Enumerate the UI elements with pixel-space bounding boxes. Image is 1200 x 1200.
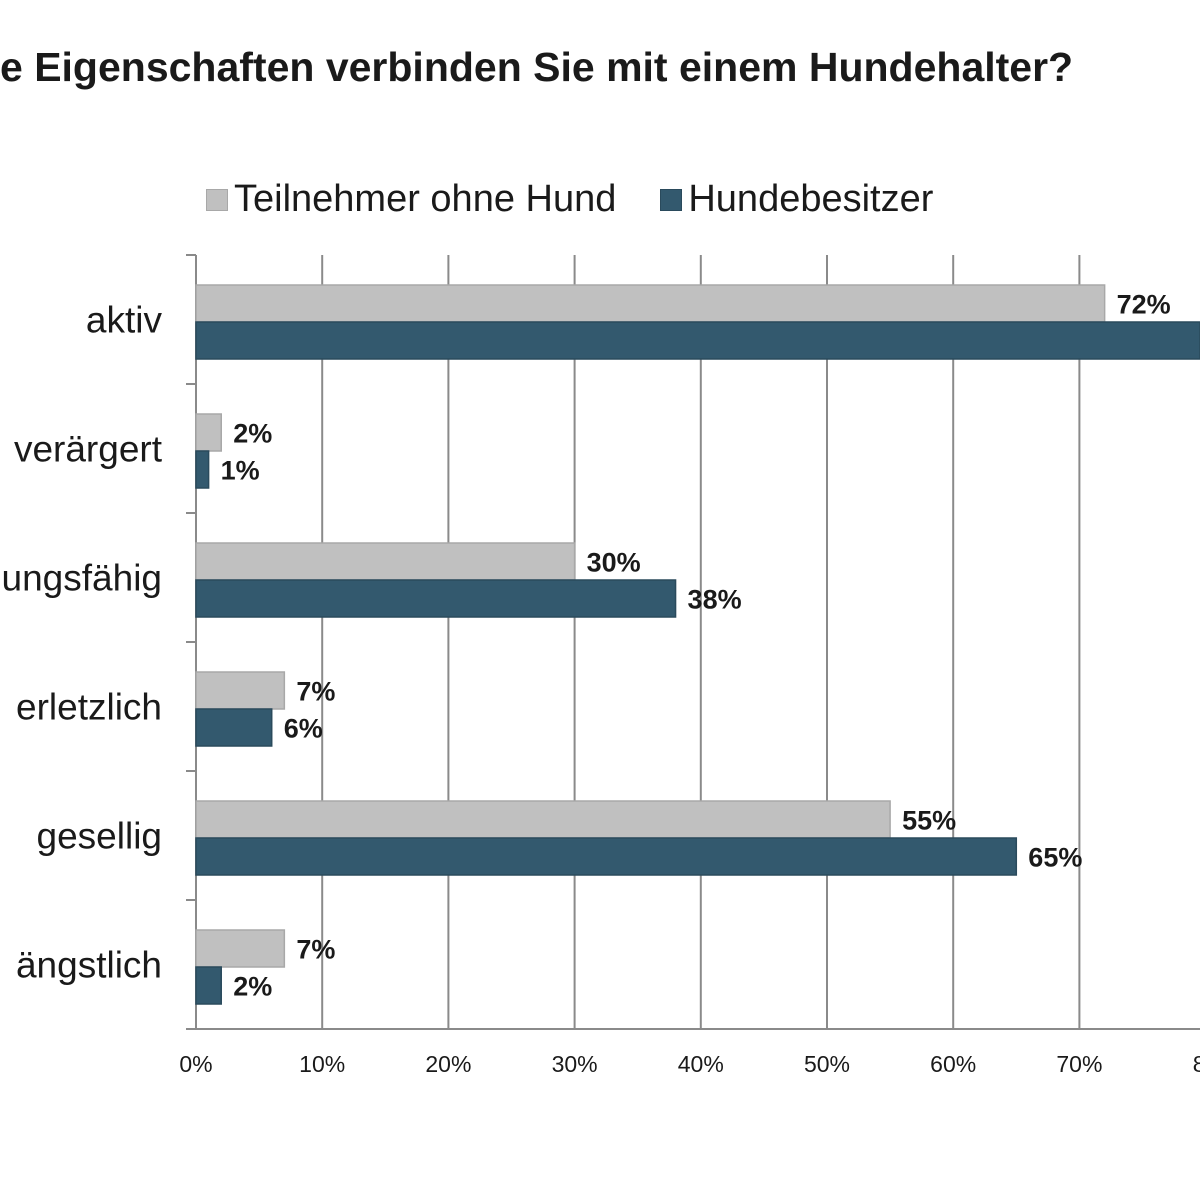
bar-hundebesitzer-1	[195, 450, 210, 489]
x-tick-label-8: 80	[1193, 1051, 1200, 1077]
value-label-teilnehmer-ohne-hund-3: 7%	[296, 677, 335, 707]
value-label-teilnehmer-ohne-hund-2: 30%	[587, 548, 641, 578]
bar-teilnehmer-ohne-hund-2	[195, 542, 576, 581]
value-label-hundebesitzer-4: 65%	[1028, 843, 1082, 873]
category-label-2: ungsfähig	[2, 558, 162, 599]
legend-swatch-teilnehmer-ohne-hund	[206, 188, 228, 211]
x-tick-label-5: 50%	[804, 1051, 850, 1077]
value-label-hundebesitzer-1: 1%	[221, 456, 260, 486]
bar-hundebesitzer-5	[195, 966, 222, 1005]
x-tick-label-6: 60%	[930, 1051, 976, 1077]
value-label-hundebesitzer-5: 2%	[233, 972, 272, 1002]
legend-item-teilnehmer-ohne-hund: Teilnehmer ohne Hund	[206, 178, 616, 221]
category-label-4: gesellig	[37, 816, 162, 857]
legend: Teilnehmer ohne Hund Hundebesitzer	[206, 178, 977, 221]
chart-title: e Eigenschaften verbinden Sie mit einem …	[0, 44, 1074, 90]
bar-teilnehmer-ohne-hund-4	[195, 800, 891, 839]
legend-label-teilnehmer-ohne-hund: Teilnehmer ohne Hund	[234, 178, 617, 220]
value-label-teilnehmer-ohne-hund-5: 7%	[296, 935, 335, 965]
bar-hundebesitzer-2	[195, 579, 677, 618]
value-label-teilnehmer-ohne-hund-0: 72%	[1117, 290, 1171, 320]
bar-teilnehmer-ohne-hund-5	[195, 929, 286, 968]
bar-teilnehmer-ohne-hund-1	[195, 413, 222, 452]
category-label-5: ängstlich	[16, 945, 162, 986]
bar-hundebesitzer-0	[195, 321, 1200, 360]
value-label-teilnehmer-ohne-hund-4: 55%	[902, 806, 956, 836]
legend-item-hundebesitzer: Hundebesitzer	[660, 178, 933, 221]
bar-hundebesitzer-4	[195, 837, 1018, 876]
bar-teilnehmer-ohne-hund-3	[195, 671, 286, 710]
bar-teilnehmer-ohne-hund-0	[195, 284, 1106, 323]
x-tick-label-0: 0%	[179, 1051, 212, 1077]
value-label-hundebesitzer-2: 38%	[688, 585, 742, 615]
bar-hundebesitzer-3	[195, 708, 273, 747]
x-tick-label-2: 20%	[425, 1051, 471, 1077]
legend-swatch-hundebesitzer	[660, 188, 683, 211]
value-label-hundebesitzer-3: 6%	[284, 714, 323, 744]
category-label-3: erletzlich	[16, 687, 162, 728]
category-label-0: aktiv	[86, 300, 163, 341]
x-tick-label-3: 30%	[552, 1051, 598, 1077]
legend-label-hundebesitzer: Hundebesitzer	[688, 178, 934, 220]
value-label-teilnehmer-ohne-hund-1: 2%	[233, 419, 272, 449]
x-tick-label-7: 70%	[1056, 1051, 1102, 1077]
x-tick-label-1: 10%	[299, 1051, 345, 1077]
x-tick-label-4: 40%	[678, 1051, 724, 1077]
category-label-1: verärgert	[14, 429, 163, 470]
